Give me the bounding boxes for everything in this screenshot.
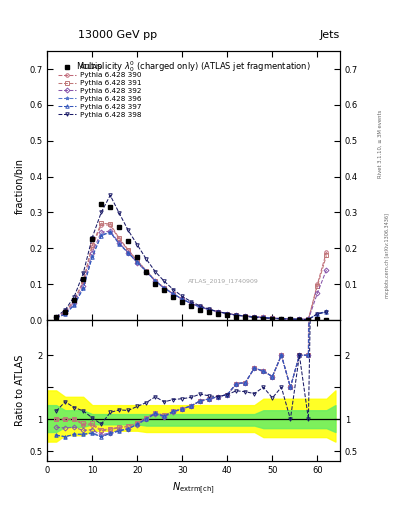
Y-axis label: fraction/bin: fraction/bin (15, 158, 25, 214)
Text: Jets: Jets (320, 30, 340, 40)
Text: 13000 GeV pp: 13000 GeV pp (78, 30, 158, 40)
Legend: ATLAS, Pythia 6.428 390, Pythia 6.428 391, Pythia 6.428 392, Pythia 6.428 396, P: ATLAS, Pythia 6.428 390, Pythia 6.428 39… (57, 63, 143, 119)
X-axis label: $N_\mathrm{extrm[ch]}$: $N_\mathrm{extrm[ch]}$ (172, 480, 215, 496)
Text: mcplots.cern.ch [arXiv:1306.3436]: mcplots.cern.ch [arXiv:1306.3436] (385, 214, 389, 298)
Text: Rivet 3.1.10, ≥ 3M events: Rivet 3.1.10, ≥ 3M events (378, 109, 383, 178)
Y-axis label: Ratio to ATLAS: Ratio to ATLAS (15, 355, 25, 426)
Text: ATLAS_2019_I1740909: ATLAS_2019_I1740909 (188, 279, 259, 284)
Text: Multiplicity $\lambda_0^0$ (charged only) (ATLAS jet fragmentation): Multiplicity $\lambda_0^0$ (charged only… (76, 59, 311, 74)
